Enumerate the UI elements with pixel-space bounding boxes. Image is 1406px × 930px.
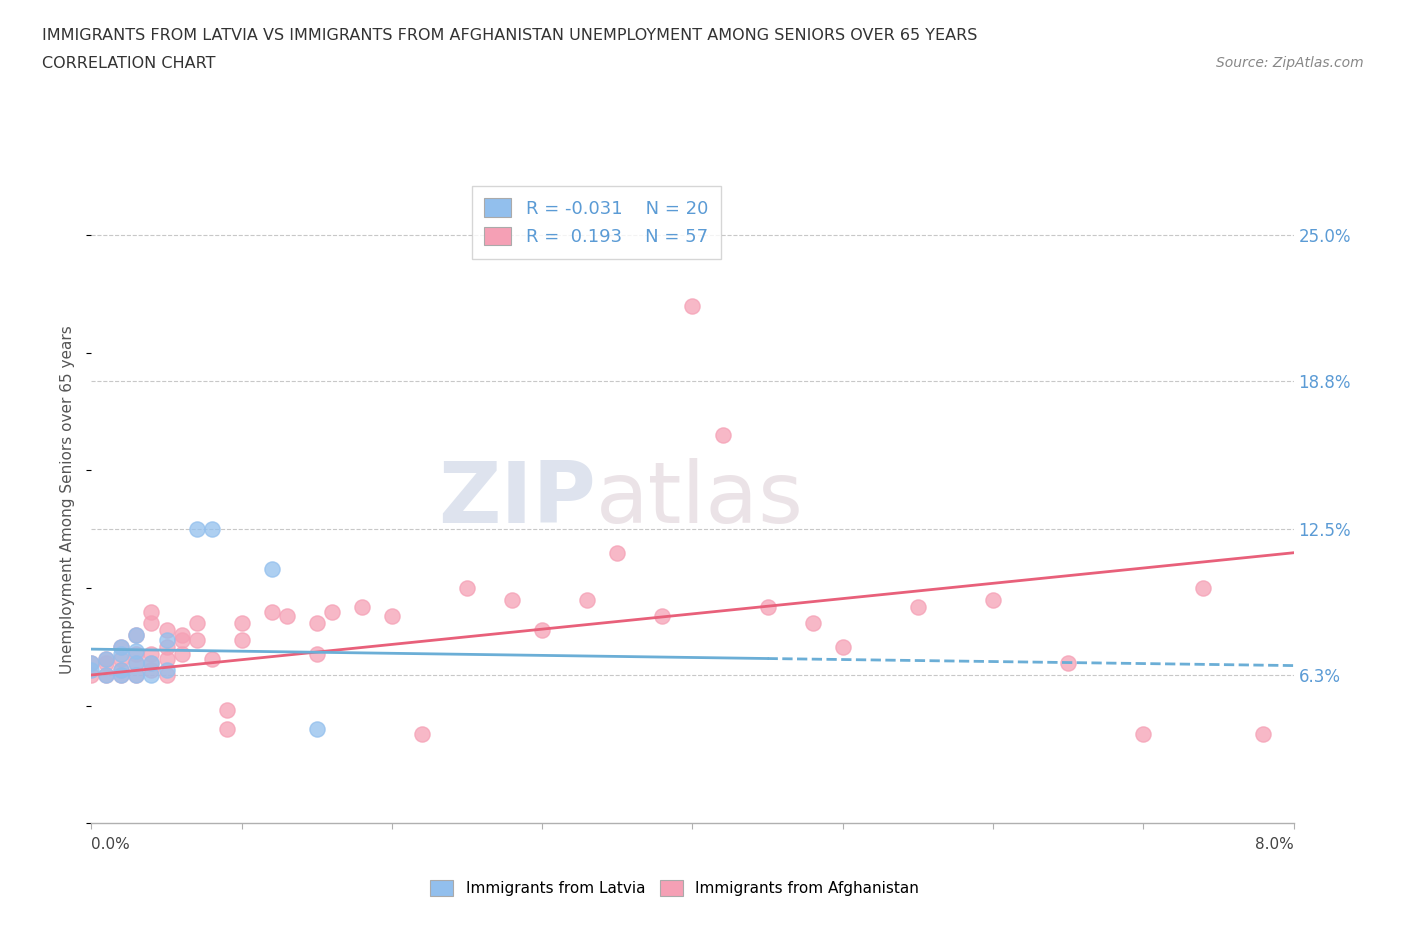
Point [831, 639, 853, 654]
Point [1253, 726, 1275, 741]
Point [801, 616, 824, 631]
Point [907, 599, 929, 614]
Point [96, 668, 118, 683]
Point [125, 656, 148, 671]
Point [501, 592, 523, 607]
Legend: R = -0.031    N = 20, R =  0.193    N = 57: R = -0.031 N = 20, R = 0.193 N = 57 [471, 186, 721, 259]
Point [141, 646, 163, 661]
Point [141, 604, 163, 619]
Point [531, 623, 554, 638]
Point [96, 651, 118, 666]
Point [681, 299, 703, 313]
Point [155, 632, 177, 647]
Point [170, 628, 193, 643]
Point [651, 609, 673, 624]
Point [305, 616, 328, 631]
Point [141, 663, 163, 678]
Point [756, 599, 779, 614]
Point [711, 428, 734, 443]
Point [110, 646, 132, 661]
Point [125, 668, 148, 683]
Point [141, 656, 163, 671]
Point [155, 639, 177, 654]
Point [125, 668, 148, 683]
Y-axis label: Unemployment Among Seniors over 65 years: Unemployment Among Seniors over 65 years [60, 326, 76, 674]
Point [96, 668, 118, 683]
Point [80, 663, 103, 678]
Point [231, 616, 253, 631]
Point [125, 646, 148, 661]
Point [186, 632, 208, 647]
Text: 8.0%: 8.0% [1254, 837, 1294, 852]
Point [186, 522, 208, 537]
Text: atlas: atlas [596, 458, 804, 541]
Point [350, 599, 373, 614]
Point [110, 639, 132, 654]
Point [201, 522, 224, 537]
Point [201, 651, 224, 666]
Point [110, 668, 132, 683]
Point [576, 592, 599, 607]
Point [276, 609, 298, 624]
Text: CORRELATION CHART: CORRELATION CHART [42, 56, 215, 71]
Point [215, 722, 238, 737]
Point [260, 562, 283, 577]
Point [411, 726, 433, 741]
Point [80, 656, 103, 671]
Point [456, 580, 478, 595]
Point [96, 651, 118, 666]
Point [141, 656, 163, 671]
Text: IMMIGRANTS FROM LATVIA VS IMMIGRANTS FROM AFGHANISTAN UNEMPLOYMENT AMONG SENIORS: IMMIGRANTS FROM LATVIA VS IMMIGRANTS FRO… [42, 28, 977, 43]
Point [155, 623, 177, 638]
Point [981, 592, 1004, 607]
Point [170, 632, 193, 647]
Point [231, 632, 253, 647]
Text: ZIP: ZIP [439, 458, 596, 541]
Point [110, 663, 132, 678]
Point [1057, 656, 1080, 671]
Point [155, 663, 177, 678]
Point [80, 668, 103, 683]
Text: Source: ZipAtlas.com: Source: ZipAtlas.com [1216, 56, 1364, 70]
Point [125, 628, 148, 643]
Point [155, 651, 177, 666]
Point [125, 644, 148, 659]
Point [186, 616, 208, 631]
Point [606, 545, 628, 560]
Point [155, 668, 177, 683]
Point [305, 722, 328, 737]
Point [96, 656, 118, 671]
Point [110, 651, 132, 666]
Point [141, 616, 163, 631]
Point [125, 656, 148, 671]
Text: 0.0%: 0.0% [91, 837, 131, 852]
Point [260, 604, 283, 619]
Point [1192, 580, 1215, 595]
Point [321, 604, 343, 619]
Point [381, 609, 404, 624]
Point [110, 668, 132, 683]
Point [110, 663, 132, 678]
Point [80, 656, 103, 671]
Legend: Immigrants from Latvia, Immigrants from Afghanistan: Immigrants from Latvia, Immigrants from … [423, 872, 927, 904]
Point [125, 628, 148, 643]
Point [141, 668, 163, 683]
Point [1132, 726, 1154, 741]
Point [170, 646, 193, 661]
Point [215, 703, 238, 718]
Point [305, 646, 328, 661]
Point [110, 639, 132, 654]
